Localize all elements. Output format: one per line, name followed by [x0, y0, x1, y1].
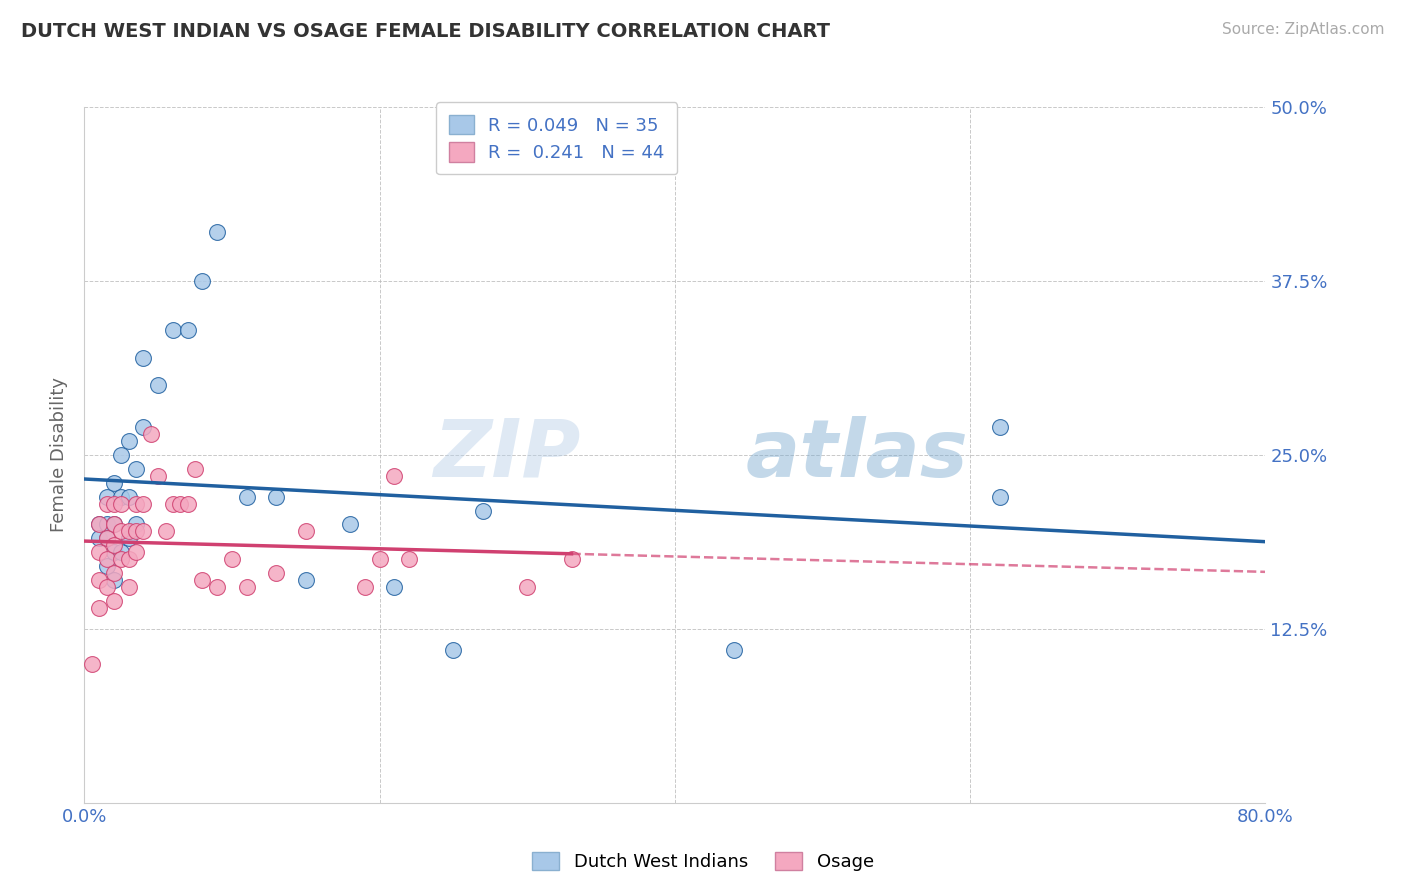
Text: Source: ZipAtlas.com: Source: ZipAtlas.com [1222, 22, 1385, 37]
Point [96, 497, 118, 511]
Point [96, 552, 118, 566]
Point [472, 503, 495, 517]
Point [264, 490, 288, 504]
Point [89, 517, 111, 532]
Point [96, 580, 118, 594]
Point [191, 573, 214, 587]
Point [89, 601, 111, 615]
Point [103, 545, 125, 559]
Point [103, 594, 125, 608]
Point [354, 580, 377, 594]
Point [236, 490, 259, 504]
Point [89, 517, 111, 532]
Point [103, 573, 125, 587]
Y-axis label: Female Disability: Female Disability [51, 377, 69, 533]
Point [110, 545, 132, 559]
Point [221, 552, 243, 566]
Point [236, 580, 259, 594]
Point [162, 497, 184, 511]
Point [89, 545, 111, 559]
Point [96, 532, 118, 546]
Point [723, 642, 745, 657]
Point [132, 351, 155, 365]
Point [132, 420, 155, 434]
Point [80, 657, 103, 671]
Point [184, 462, 207, 476]
Point [398, 552, 420, 566]
Point [295, 524, 318, 539]
Text: atlas: atlas [745, 416, 969, 494]
Point [96, 490, 118, 504]
Point [177, 323, 200, 337]
Point [118, 490, 141, 504]
Point [148, 378, 170, 392]
Point [125, 524, 148, 539]
Point [103, 475, 125, 490]
Point [162, 323, 184, 337]
Point [103, 566, 125, 581]
Point [988, 420, 1011, 434]
Point [125, 517, 148, 532]
Point [118, 552, 141, 566]
Point [155, 524, 177, 539]
Point [441, 642, 464, 657]
Point [110, 524, 132, 539]
Point [382, 580, 406, 594]
Point [118, 580, 141, 594]
Point [516, 580, 538, 594]
Point [169, 497, 191, 511]
Point [295, 573, 318, 587]
Point [96, 559, 118, 574]
Point [118, 524, 141, 539]
Legend: Dutch West Indians, Osage: Dutch West Indians, Osage [524, 845, 882, 879]
Point [177, 497, 200, 511]
Point [118, 532, 141, 546]
Point [382, 468, 406, 483]
Point [125, 497, 148, 511]
Point [560, 552, 583, 566]
Point [368, 552, 391, 566]
Point [125, 462, 148, 476]
Point [110, 552, 132, 566]
Point [89, 532, 111, 546]
Point [103, 538, 125, 552]
Point [103, 497, 125, 511]
Legend: R = 0.049   N = 35, R =  0.241   N = 44: R = 0.049 N = 35, R = 0.241 N = 44 [436, 103, 678, 175]
Text: DUTCH WEST INDIAN VS OSAGE FEMALE DISABILITY CORRELATION CHART: DUTCH WEST INDIAN VS OSAGE FEMALE DISABI… [21, 22, 830, 41]
Point [103, 517, 125, 532]
Point [205, 580, 228, 594]
Point [96, 517, 118, 532]
Point [132, 497, 155, 511]
Point [339, 517, 361, 532]
Point [139, 427, 162, 442]
Point [89, 573, 111, 587]
Point [125, 545, 148, 559]
Point [110, 490, 132, 504]
Point [110, 448, 132, 462]
Point [988, 490, 1011, 504]
Point [132, 524, 155, 539]
Point [118, 434, 141, 448]
Point [103, 517, 125, 532]
Point [110, 497, 132, 511]
Point [205, 225, 228, 239]
Point [148, 468, 170, 483]
Point [264, 566, 288, 581]
Text: ZIP: ZIP [433, 416, 581, 494]
Point [96, 532, 118, 546]
Point [191, 274, 214, 288]
